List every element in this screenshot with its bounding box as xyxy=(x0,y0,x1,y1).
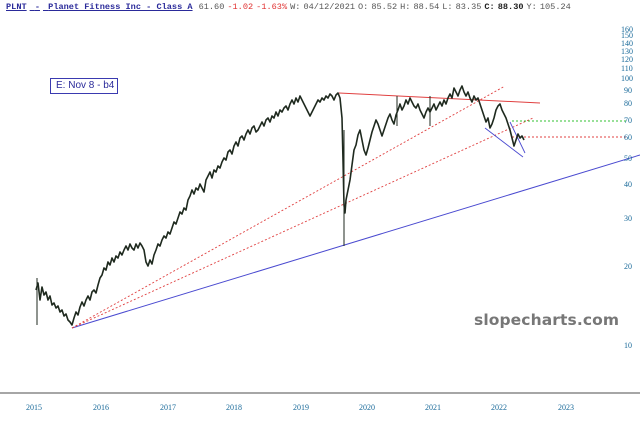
high-label: H: xyxy=(400,2,411,12)
annotation-note-text: E: Nov 8 - b4 xyxy=(56,80,115,91)
y-tick: 90 xyxy=(624,86,632,95)
low-value: 83.35 xyxy=(455,2,482,12)
y-label: Y: xyxy=(526,2,537,12)
y-tick: 20 xyxy=(624,262,632,271)
low-label: L: xyxy=(442,2,453,12)
annotation-note-box[interactable]: E: Nov 8 - b4 xyxy=(50,78,118,94)
trendlines xyxy=(71,85,640,329)
x-tick: 2015 xyxy=(26,403,42,412)
last-price: 61.60 xyxy=(198,2,225,12)
y-tick: 100 xyxy=(621,74,633,83)
y-tick: 130 xyxy=(621,47,633,56)
blue-support-trendline[interactable] xyxy=(71,154,640,329)
y-tick: 160 xyxy=(621,25,633,34)
x-tick: 2023 xyxy=(558,403,574,412)
x-axis: 2015 2016 2017 2018 2019 2020 2021 2022 … xyxy=(26,403,574,412)
ticker-symbol-link[interactable]: PLNT - Planet Fitness Inc - Class A xyxy=(6,2,196,12)
y-tick: 10 xyxy=(624,341,632,350)
y-value: 105.24 xyxy=(539,2,571,12)
close-value: 88.30 xyxy=(497,2,524,12)
y-tick: 80 xyxy=(624,99,632,108)
price-series xyxy=(35,85,525,326)
week-date: 04/12/2021 xyxy=(303,2,356,12)
price-change: -1.02 xyxy=(227,2,254,12)
x-tick: 2017 xyxy=(160,403,176,412)
red-dotted-upper-fan-line[interactable] xyxy=(71,85,506,329)
week-label: W: xyxy=(290,2,301,12)
open-label: O: xyxy=(358,2,369,12)
red-resistance-line[interactable] xyxy=(338,92,541,104)
company-name: Planet Fitness Inc - Class A xyxy=(48,2,193,12)
y-tick: 110 xyxy=(621,64,633,73)
quote-header: PLNT - Planet Fitness Inc - Class A 61.60… xyxy=(6,2,574,12)
y-tick: 150 xyxy=(621,31,633,40)
ticker-symbol: PLNT xyxy=(6,2,27,12)
y-tick: 50 xyxy=(624,154,632,163)
x-tick: 2019 xyxy=(293,403,309,412)
y-tick: 40 xyxy=(624,180,632,189)
high-value: 88.54 xyxy=(413,2,440,12)
y-tick: 120 xyxy=(621,55,633,64)
y-axis: 160 150 140 130 120 110 100 90 80 70 60 … xyxy=(621,25,633,350)
y-tick: 140 xyxy=(621,39,633,48)
y-tick: 30 xyxy=(624,214,632,223)
x-tick: 2022 xyxy=(491,403,507,412)
x-tick: 2018 xyxy=(226,403,242,412)
red-dotted-lower-fan-line[interactable] xyxy=(71,117,534,329)
y-tick: 70 xyxy=(624,116,632,125)
price-change-percent: -1.63% xyxy=(256,2,288,12)
blue-wedge-lower-line[interactable] xyxy=(484,127,524,158)
y-tick: 60 xyxy=(624,133,632,142)
open-value: 85.52 xyxy=(371,2,398,12)
separator: - xyxy=(34,2,40,12)
x-tick: 2020 xyxy=(359,403,375,412)
x-tick: 2021 xyxy=(425,403,441,412)
x-tick: 2016 xyxy=(93,403,109,412)
watermark-text: slopecharts.com xyxy=(474,311,620,329)
close-label: C: xyxy=(484,2,495,12)
price-line[interactable] xyxy=(35,85,525,326)
